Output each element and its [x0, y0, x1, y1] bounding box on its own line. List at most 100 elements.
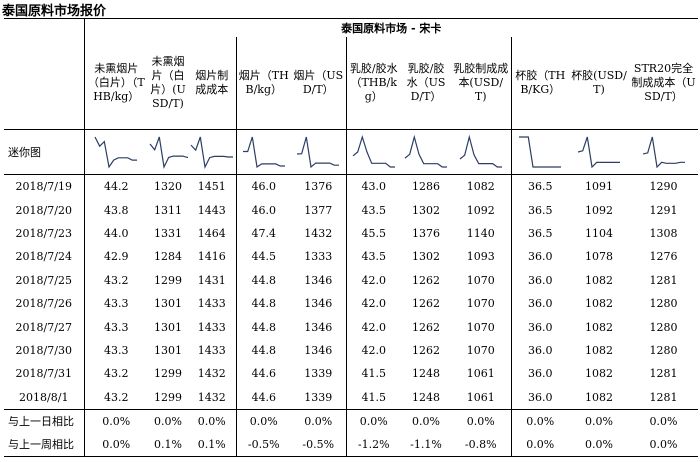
cell-latex_cost: 1092 [466, 203, 495, 217]
cell-rss_usd: 1346 [304, 297, 333, 311]
table-row: 2018/7/20 43.8 1311 1443 46.0 1377 43.5 1302 109… [4, 198, 698, 222]
cell-cup_usd: 1091 [585, 180, 613, 194]
cell-latex_usd: 1262 [412, 320, 440, 334]
comparison-label: 与上一日相比 [4, 408, 85, 433]
cell-rss_thb: 44.8 [235, 315, 291, 339]
cell-cup_thb: 36.0 [510, 268, 569, 292]
cell-unsmoked_thb: 43.3 [104, 320, 129, 334]
cell-sheet_cost: 1443 [197, 203, 226, 217]
cell-str20_cost: 1308 [649, 226, 678, 240]
cell-latex_thb: 42.0 [345, 268, 401, 292]
col-header-rss_usd: 烟片（USD/T） [291, 37, 346, 130]
cell-latex_cost: 1082 [466, 180, 495, 194]
cell-unsmoked_thb: 43.2 [104, 390, 129, 404]
table-row: 2018/7/19 44.2 1320 1451 46.0 1376 43.0 1286 108… [4, 174, 698, 199]
col-header-unsmoked_thb: 未熏烟片（白片）（THB/kg） [84, 37, 148, 130]
change-cup_usd: 0.0% [569, 408, 629, 433]
sparkline-line [149, 136, 188, 169]
cell-latex_cost: 1070 [466, 297, 495, 311]
cell-unsmoked_usd: 1331 [154, 226, 182, 240]
cell-latex_usd: 1248 [412, 367, 440, 381]
cell-cup_thb: 36.5 [510, 221, 569, 246]
cell-str20_cost: 1281 [649, 390, 678, 404]
cell-unsmoked_thb: 43.2 [104, 367, 129, 381]
cell-cup_thb: 36.0 [510, 315, 569, 339]
col-header-str20_cost: STR20完全制成成本（USD/T） [629, 37, 698, 130]
cell-cup_usd: 1082 [585, 367, 613, 381]
cell-str20_cost: 1281 [649, 273, 678, 287]
col-header-label: 杯胶(USD/T) [571, 69, 627, 96]
sparkline-unsmoked_usd [149, 136, 188, 169]
sparkline-sheet_cost [190, 136, 233, 169]
col-header-cup_thb: 杯胶（THB/KG） [510, 37, 569, 130]
cell-latex_cost: 1070 [466, 273, 495, 287]
cell-unsmoked_thb: 43.3 [104, 297, 129, 311]
cell-str20_cost: 1281 [649, 367, 678, 381]
sparkline-cell-cup_usd [569, 129, 629, 175]
row-date: 2018/7/19 [4, 174, 85, 199]
sparkline-line [519, 136, 562, 168]
change-rss_usd: -0.5% [291, 432, 346, 457]
col-header-label: STR20完全制成成本（USD/T） [631, 62, 696, 103]
cell-latex_usd: 1376 [412, 226, 440, 240]
cell-sheet_cost: 1451 [197, 180, 226, 194]
change-unsmoked_usd: 0.0% [148, 408, 188, 433]
col-header-label: 烟片（USD/T） [293, 69, 344, 96]
cell-unsmoked_usd: 1299 [154, 367, 182, 381]
cell-rss_thb: 44.6 [235, 385, 291, 410]
cell-cup_thb: 36.5 [510, 198, 569, 222]
sparkline-unsmoked_thb [94, 136, 138, 169]
cell-rss_thb: 44.6 [235, 362, 291, 386]
change-rss_usd: 0.0% [291, 408, 346, 433]
comparison-row: 与上一周相比 0.0% 0.1% 0.1% -0.5% -0.5% -1.2% -1.1% -0… [4, 432, 699, 457]
change-unsmoked_usd: 0.1% [148, 432, 188, 457]
col-header-rss_thb: 烟片（THB/kg） [235, 37, 291, 130]
sparkline-cell-rss_thb [235, 129, 291, 175]
cell-rss_thb: 44.8 [235, 291, 291, 316]
sparkline-cell-latex_thb [345, 129, 401, 175]
col-header-label: 乳胶/胶水（USD/T） [406, 62, 446, 103]
sparkline-line [577, 136, 620, 169]
cell-latex_usd: 1302 [412, 203, 440, 217]
sparkline-line [404, 134, 447, 168]
change-latex_usd: -1.1% [401, 432, 451, 457]
sparkline-line [459, 134, 502, 168]
cell-latex_thb: 41.5 [345, 362, 401, 386]
change-sheet_cost: 0.0% [188, 408, 236, 433]
col-header-cup_usd: 杯胶(USD/T) [569, 37, 629, 130]
cell-latex_cost: 1070 [466, 343, 495, 357]
cell-latex_usd: 1262 [412, 343, 440, 357]
sparkline-latex_cost [459, 134, 502, 168]
sparkline-cell-unsmoked_usd [148, 129, 188, 175]
cell-rss_usd: 1377 [304, 203, 333, 217]
cell-unsmoked_usd: 1301 [154, 343, 182, 357]
sparkline-line [352, 134, 395, 168]
cell-latex_thb: 45.5 [345, 221, 401, 246]
col-header-label: 乳胶制成成本(USD/T) [453, 62, 509, 103]
cell-cup_usd: 1082 [585, 273, 613, 287]
column-header-row: 未熏烟片（白片）（THB/kg） 未熏烟片（白片）(USD/T) 烟片制成成本 烟片（… [4, 37, 698, 130]
cell-latex_thb: 42.0 [345, 338, 401, 363]
price-table: 泰国原料市场 - 宋卡 未熏烟片（白片）（THB/kg） 未熏烟片（白片）(USD… [4, 18, 699, 457]
cell-latex_cost: 1140 [466, 226, 495, 240]
cell-latex_usd: 1302 [412, 250, 440, 264]
cell-cup_thb: 36.0 [510, 338, 569, 363]
sparkline-label: 迷你图 [4, 129, 85, 175]
cell-unsmoked_thb: 42.9 [104, 250, 129, 264]
cell-sheet_cost: 1464 [197, 226, 226, 240]
cell-str20_cost: 1290 [649, 180, 678, 194]
change-unsmoked_thb: 0.0% [84, 432, 148, 457]
row-date: 2018/7/25 [4, 268, 85, 292]
cell-cup_thb: 36.0 [510, 385, 569, 410]
cell-str20_cost: 1291 [649, 203, 678, 217]
sparkline-cell-sheet_cost [188, 129, 236, 175]
cell-latex_thb: 41.5 [345, 385, 401, 410]
sparkline-cell-unsmoked_thb [84, 129, 148, 175]
sparkline-cell-latex_cost [451, 129, 511, 175]
cell-cup_usd: 1082 [585, 390, 613, 404]
change-latex_cost: -0.8% [451, 432, 511, 457]
cell-unsmoked_usd: 1299 [154, 390, 182, 404]
cell-rss_usd: 1346 [304, 343, 333, 357]
cell-latex_usd: 1286 [412, 180, 440, 194]
cell-rss_usd: 1346 [304, 320, 333, 334]
